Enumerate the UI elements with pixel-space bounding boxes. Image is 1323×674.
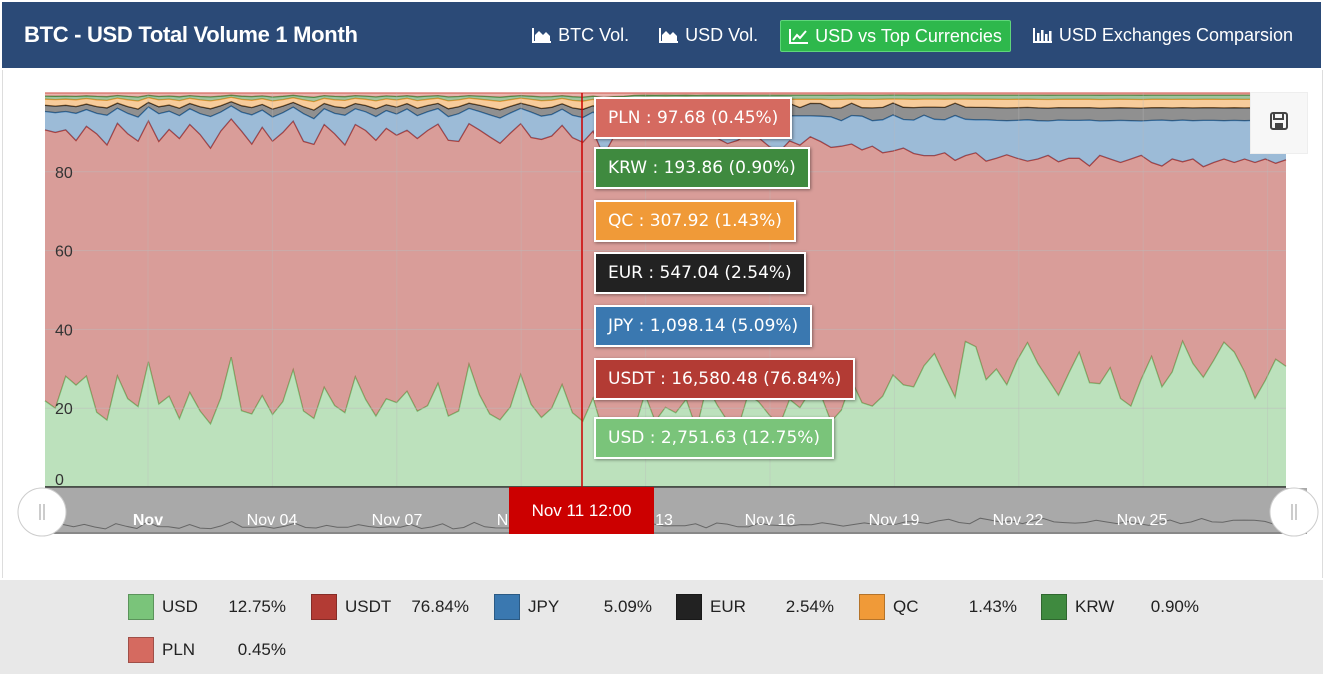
legend-percent: 12.75% xyxy=(228,597,286,616)
save-icon-button[interactable] xyxy=(1250,92,1308,154)
legend-swatch xyxy=(1041,594,1067,620)
series-area-eur[interactable] xyxy=(45,101,1286,121)
x-tick-label: Nov 07 xyxy=(372,512,423,529)
legend-name: USD xyxy=(162,597,198,616)
legend-name: USDT xyxy=(345,597,392,616)
legend-name: PLN xyxy=(162,640,196,659)
legend: USD 12.75% USDT 76.84% JPY 5.09% EUR 2.54% QC 1.4… xyxy=(0,580,1323,674)
area-chart-icon xyxy=(532,27,552,43)
legend-item-pln[interactable]: PLN 0.45% xyxy=(128,637,286,663)
navigator-handle-knob xyxy=(1269,487,1319,537)
x-tick-label: Nov 16 xyxy=(745,512,796,529)
x-tick-label: Nov 19 xyxy=(869,512,920,529)
legend-item-eur[interactable]: EUR 2.54% xyxy=(676,594,834,620)
tooltip-usdt: USDT : 16,580.48 (76.84%) xyxy=(594,358,856,400)
legend-swatch xyxy=(676,594,702,620)
navigator-background[interactable] xyxy=(42,488,1307,534)
legend-name: EUR xyxy=(710,597,746,616)
x-tick-label: Nov xyxy=(133,512,163,529)
y-tick-label: 80 xyxy=(55,165,73,182)
legend-swatch xyxy=(859,594,885,620)
legend-percent: 0.90% xyxy=(1150,597,1199,616)
navigator-series xyxy=(41,517,1308,531)
chart-tabs: BTC Vol. USD Vol. USD vs Top Currencies … xyxy=(524,20,1301,52)
legend-percent: 2.54% xyxy=(785,597,834,616)
legend-item-jpy[interactable]: JPY 5.09% xyxy=(494,594,652,620)
legend-name: KRW xyxy=(1075,597,1115,616)
tooltip-qc: QC : 307.92 (1.43%) xyxy=(594,200,796,242)
tooltip-eur: EUR : 547.04 (2.54%) xyxy=(594,252,806,294)
tooltip-krw: KRW : 193.86 (0.90%) xyxy=(594,147,810,189)
x-tick-label: Nov 22 xyxy=(993,512,1044,529)
navigator-handle-left[interactable] xyxy=(17,487,67,537)
navigator-handle-right[interactable] xyxy=(1269,487,1319,537)
legend-name: JPY xyxy=(528,597,560,616)
tab-btc-vol[interactable]: BTC Vol. xyxy=(524,20,637,50)
y-tick-label: 60 xyxy=(55,244,73,261)
series-area-qc[interactable] xyxy=(45,97,1286,111)
legend-item-qc[interactable]: QC 1.43% xyxy=(859,594,1017,620)
line-chart-icon xyxy=(789,28,809,44)
navigator-handle-knob xyxy=(17,487,67,537)
x-tick-label: Nov 04 xyxy=(247,512,298,529)
legend-swatch xyxy=(494,594,520,620)
series-area-krw[interactable] xyxy=(45,95,1286,102)
legend-swatch xyxy=(128,637,154,663)
series-area-jpy[interactable] xyxy=(45,106,1286,167)
legend-item-usdt[interactable]: USDT 76.84% xyxy=(311,594,469,620)
legend-swatch xyxy=(128,594,154,620)
area-chart-icon xyxy=(659,27,679,43)
legend-percent: 1.43% xyxy=(968,597,1017,616)
x-tick-label: 13 xyxy=(655,512,673,529)
legend-item-usd[interactable]: USD 12.75% xyxy=(128,594,286,620)
legend-swatch xyxy=(311,594,337,620)
legend-name: QC xyxy=(893,597,919,616)
series-area-pln[interactable] xyxy=(45,93,1286,98)
save-icon xyxy=(1269,111,1289,136)
legend-percent: 76.84% xyxy=(411,597,469,616)
y-tick-label: 0 xyxy=(55,472,64,489)
cursor-date-label: Nov 11 12:00 xyxy=(509,487,654,534)
tooltip-usd: USD : 2,751.63 (12.75%) xyxy=(594,417,835,459)
legend-percent: 0.45% xyxy=(237,640,286,659)
tab-usd-vs-top-currencies[interactable]: USD vs Top Currencies xyxy=(780,20,1011,52)
tooltip-jpy: JPY : 1,098.14 (5.09%) xyxy=(594,305,813,347)
tab-label: USD Exchanges Comparsion xyxy=(1058,24,1293,45)
tab-label: BTC Vol. xyxy=(558,24,630,45)
tab-usd-exchanges-comparsion[interactable]: USD Exchanges Comparsion xyxy=(1025,20,1301,50)
y-tick-label: 20 xyxy=(55,401,73,418)
bar-chart-icon xyxy=(1032,27,1053,43)
y-tick-label: 40 xyxy=(55,322,73,339)
x-tick-label: Nov 25 xyxy=(1117,512,1168,529)
legend-item-krw[interactable]: KRW 0.90% xyxy=(1041,594,1199,620)
page-title: BTC - USD Total Volume 1 Month xyxy=(24,22,358,47)
tab-label: USD Vol. xyxy=(685,24,759,45)
tab-usd-vol[interactable]: USD Vol. xyxy=(651,20,766,50)
tooltip-pln: PLN : 97.68 (0.45%) xyxy=(594,97,793,139)
tab-label: USD vs Top Currencies xyxy=(815,25,1002,46)
legend-percent: 5.09% xyxy=(603,597,652,616)
header-bar: BTC - USD Total Volume 1 Month BTC Vol. … xyxy=(2,2,1321,68)
